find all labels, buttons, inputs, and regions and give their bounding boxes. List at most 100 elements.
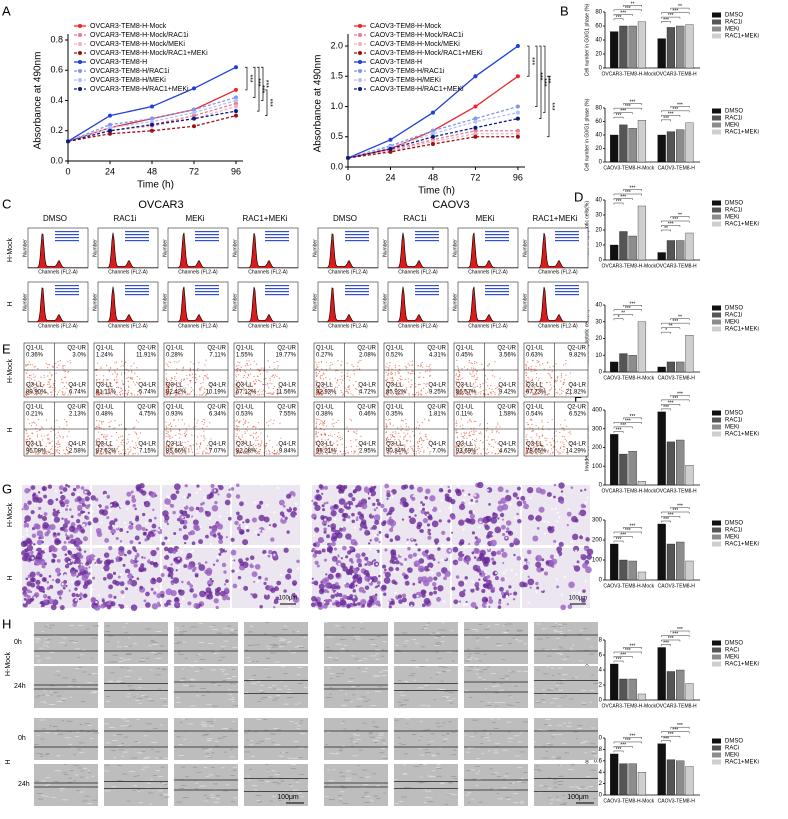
pore (391, 496, 395, 499)
significance-bracket (613, 656, 633, 658)
bar (676, 25, 685, 69)
event-dot (107, 379, 109, 381)
stained-cell (375, 506, 379, 509)
gate-info (415, 288, 439, 290)
legend-swatch (712, 326, 721, 332)
histogram-y-label: Number (22, 293, 28, 311)
event-dot (527, 382, 529, 384)
stained-cell (424, 496, 428, 500)
event-dot (483, 394, 485, 396)
quadrant-percent: 6.34% (209, 412, 227, 418)
stained-cell (164, 536, 168, 540)
significance-label: ** (664, 226, 668, 232)
significance-bracket (622, 103, 642, 106)
event-dot (358, 393, 361, 395)
quadrant-percent: 0.63% (526, 353, 544, 359)
event-dot (544, 393, 547, 396)
event-dot (63, 385, 66, 388)
event-dot (58, 443, 60, 445)
bar (628, 235, 637, 261)
event-dot (188, 449, 190, 451)
significance-bracket (622, 647, 642, 649)
event-dot (532, 384, 534, 386)
significance-label: *** (616, 747, 622, 753)
legend-label: CAOV3-TEM8-H/RAC1+MEKi (370, 86, 464, 93)
stained-cell (117, 575, 121, 579)
event-dot (395, 393, 398, 395)
event-dot (386, 378, 388, 380)
event-dot (264, 445, 267, 447)
event-dot (457, 393, 459, 395)
stained-cell (24, 487, 30, 494)
event-dot (63, 452, 65, 454)
stained-cell (386, 518, 394, 526)
event-dot (315, 387, 318, 390)
event-dot (45, 362, 47, 364)
stained-cell (178, 527, 182, 532)
quadrant-name: Q1-UL (316, 405, 334, 411)
bar (657, 134, 666, 163)
stained-cell (61, 545, 68, 552)
event-dot (331, 435, 333, 437)
event-dot (317, 394, 320, 396)
quadrant-percent: 0.48% (96, 412, 114, 418)
event-dot (243, 390, 245, 392)
stained-cell (164, 498, 171, 505)
event-dot (557, 392, 559, 394)
stained-cell (186, 552, 193, 559)
event-dot (395, 387, 397, 390)
pore (268, 527, 271, 530)
event-dot (122, 382, 124, 384)
event-dot (356, 388, 358, 390)
significance-bracket (661, 21, 671, 24)
stained-cell (382, 564, 387, 569)
stained-cell (318, 588, 325, 595)
stained-cell (502, 533, 506, 537)
event-dot (133, 362, 135, 364)
event-dot (542, 362, 544, 365)
event-dot (129, 376, 132, 379)
histogram-x-label: Channels (FL2-A) (328, 323, 368, 329)
pore (497, 523, 500, 526)
quadrant-percent: 1.55% (236, 353, 254, 359)
stained-cell (264, 577, 269, 581)
stained-cell (59, 499, 64, 505)
stained-cell (219, 590, 226, 597)
event-dot (203, 436, 205, 438)
event-dot (525, 368, 527, 370)
histogram-y-label: Number (382, 293, 388, 311)
stained-cell (131, 494, 135, 499)
event-dot (99, 427, 101, 429)
event-dot (528, 389, 530, 391)
stained-cell (135, 524, 142, 531)
event-dot (210, 438, 212, 440)
pore (462, 528, 465, 531)
event-dot (127, 438, 129, 440)
event-dot (131, 393, 133, 395)
event-dot (245, 420, 247, 422)
event-dot (478, 392, 480, 394)
stained-cell (351, 519, 355, 524)
event-dot (252, 443, 255, 445)
stained-cell (85, 516, 90, 521)
event-dot (33, 383, 35, 385)
event-dot (208, 393, 210, 395)
event-dot (547, 393, 550, 395)
event-dot (52, 389, 55, 391)
stained-cell (23, 520, 27, 524)
stained-cell (71, 592, 76, 598)
event-dot (255, 379, 257, 381)
event-dot (341, 437, 344, 440)
stained-cell (113, 518, 118, 522)
stained-cell (85, 504, 90, 510)
event-dot (244, 382, 246, 384)
stained-cell (311, 577, 314, 580)
event-dot (568, 431, 570, 434)
legend-marker (78, 69, 82, 73)
event-dot (456, 359, 458, 361)
event-dot (474, 368, 476, 370)
data-point (473, 119, 478, 124)
event-dot (35, 424, 38, 426)
legend-label: CAOV3-TEM8-H-Mock/RAC1i (370, 32, 464, 39)
event-dot (487, 378, 489, 380)
